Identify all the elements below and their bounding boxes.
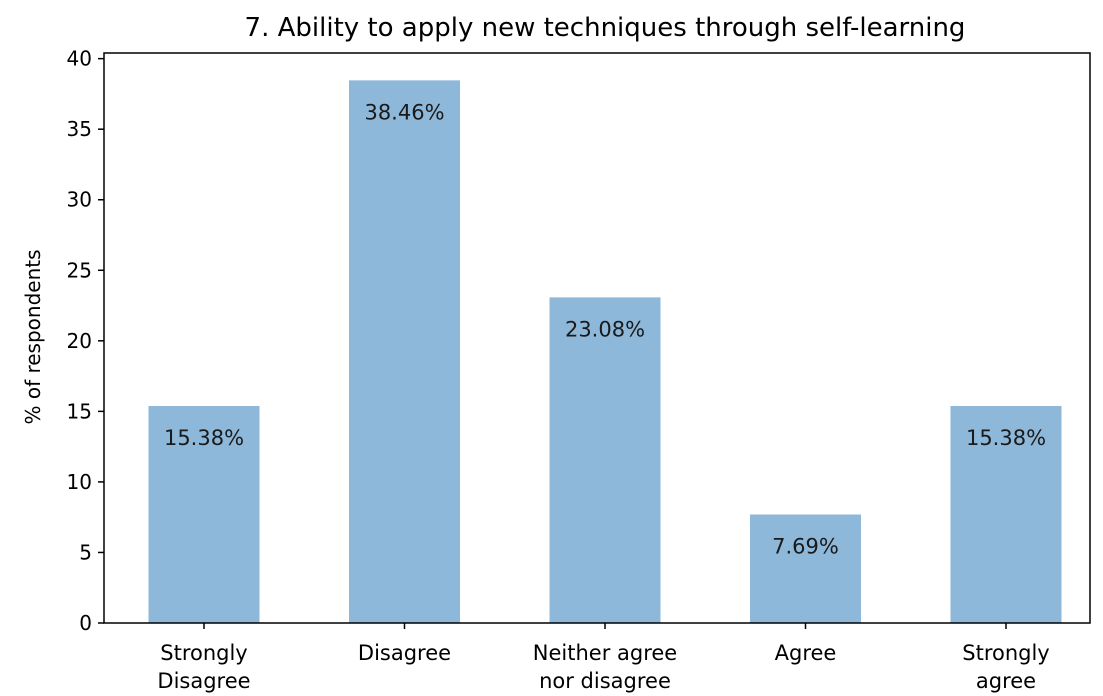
data-label-2: 23.08% xyxy=(565,317,645,341)
y-tick-label-2: 10 xyxy=(67,470,92,494)
x-tick-label-0-line-1: Disagree xyxy=(157,669,250,693)
axes-layer xyxy=(98,52,1091,629)
bars-layer xyxy=(148,80,1062,624)
bar-3 xyxy=(750,514,861,623)
data-label-3: 7.69% xyxy=(772,535,839,559)
y-tick-label-6: 30 xyxy=(67,188,92,212)
plot-frame xyxy=(103,52,1091,624)
y-tick-label-1: 5 xyxy=(79,540,92,564)
y-tick-label-7: 35 xyxy=(67,117,92,141)
bar-4 xyxy=(950,406,1062,623)
x-tick-label-4-line-1: agree xyxy=(976,669,1036,693)
x-tick-label-3: Agree xyxy=(775,641,837,665)
bar-1 xyxy=(349,80,460,624)
bar-2 xyxy=(549,297,661,623)
chart-title: 7. Ability to apply new techniques throu… xyxy=(245,13,966,43)
data-label-1: 38.46% xyxy=(364,100,444,124)
y-tick-label-3: 15 xyxy=(67,399,92,423)
labels-layer: 15.38% Strongly Disagree 38.46% Disagree 23.0… xyxy=(67,47,1050,693)
y-tick-label-0: 0 xyxy=(79,611,92,635)
bar-0 xyxy=(148,406,260,623)
x-tick-label-2-line-1: nor disagree xyxy=(539,669,671,693)
x-tick-label-4-line-0: Strongly xyxy=(962,641,1050,665)
data-label-4: 15.38% xyxy=(966,426,1046,450)
y-tick-label-4: 20 xyxy=(67,329,92,353)
y-tick-label-5: 25 xyxy=(67,258,92,282)
data-label-0: 15.38% xyxy=(164,426,244,450)
y-tick-label-8: 40 xyxy=(67,47,92,71)
x-tick-label-2-line-0: Neither agree xyxy=(533,641,677,665)
y-axis-label: % of respondents xyxy=(21,249,45,424)
x-tick-label-1: Disagree xyxy=(358,641,451,665)
x-tick-label-0-line-0: Strongly xyxy=(160,641,248,665)
